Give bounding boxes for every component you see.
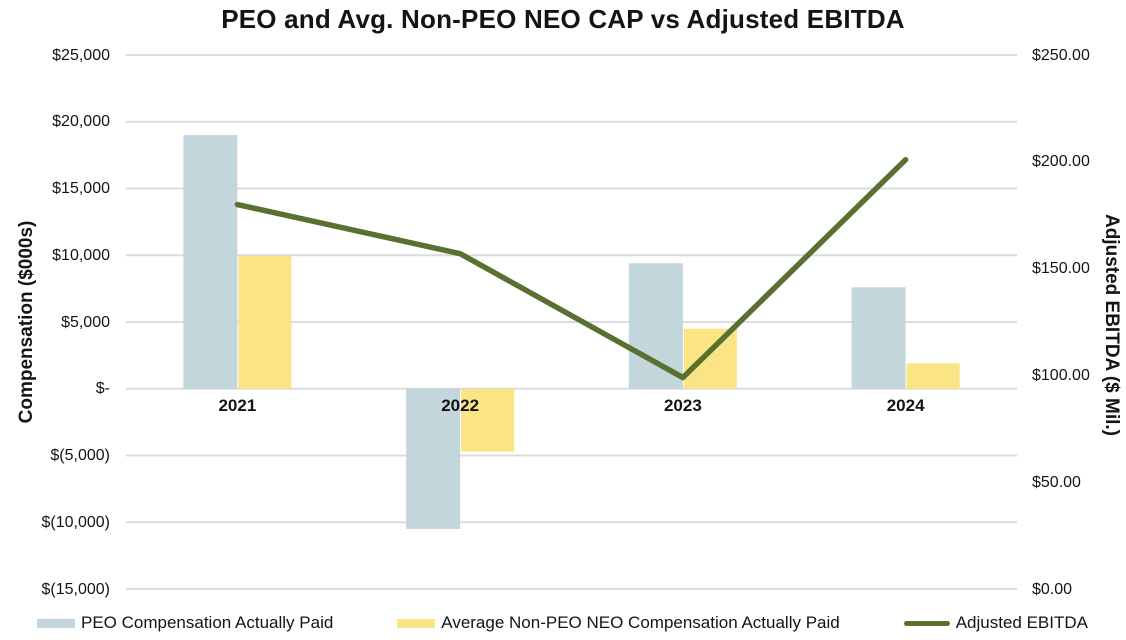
legend-item-adjusted-ebitda: Adjusted EBITDA: [903, 613, 1088, 633]
bar-peo-2022: [406, 388, 461, 529]
bar-nonpeo-2023: [683, 328, 737, 389]
bar-peo-2023: [628, 263, 683, 389]
legend-item-avg-nonpeo-cap: Average Non-PEO NEO Compensation Actuall…: [397, 613, 840, 633]
bar-peo-2021: [183, 135, 238, 389]
legend-label-avg-nonpeo-cap: Average Non-PEO NEO Compensation Actuall…: [441, 613, 840, 632]
right-axis-title: Adjusted EBITDA ($ Mil.): [1101, 213, 1122, 437]
bar-peo-2024: [851, 287, 906, 389]
legend-swatch-avg-nonpeo-cap: [397, 618, 436, 628]
legend-label-adjusted-ebitda: Adjusted EBITDA: [955, 613, 1088, 632]
legend-label-peo-cap: PEO Compensation Actually Paid: [81, 613, 334, 632]
legend-swatch-adjusted-ebitda: [903, 620, 950, 626]
line-adjusted-ebitda: [234, 156, 909, 381]
bar-nonpeo-2024: [906, 363, 960, 389]
legend-swatch-peo-cap: [37, 618, 75, 628]
legend-item-peo-cap: PEO Compensation Actually Paid: [37, 613, 333, 633]
bar-nonpeo-2021: [238, 255, 292, 389]
chart-title: PEO and Avg. Non-PEO NEO CAP vs Adjusted…: [221, 4, 905, 34]
legend: PEO Compensation Actually Paid Average N…: [0, 613, 1126, 633]
bar-nonpeo-2022: [461, 388, 515, 452]
left-axis-title: Compensation ($000s): [16, 220, 37, 424]
